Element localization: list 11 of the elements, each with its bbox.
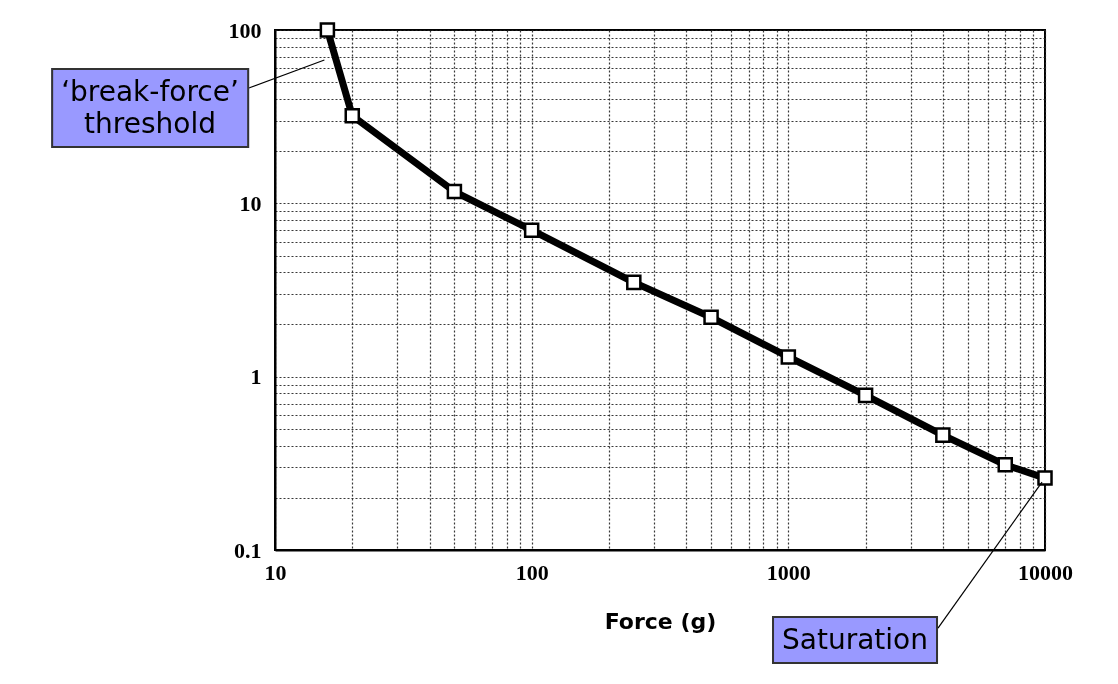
text: ‘break-force’ threshold <box>51 68 249 148</box>
annotation: Saturation <box>772 616 938 665</box>
y-tick-label: 100 <box>228 17 262 43</box>
y-tick-label: 10 <box>239 190 262 216</box>
x-axis-title: Force (g) <box>604 608 717 634</box>
x-tick-label: 100 <box>515 559 549 585</box>
x-tick-label: 10 <box>264 559 287 585</box>
x-tick-label: 1000 <box>766 559 811 585</box>
x-tick-label: 10000 <box>1018 559 1073 585</box>
y-tick-label: 0.1 <box>234 537 262 563</box>
y-tick-label: 1 <box>250 364 262 390</box>
